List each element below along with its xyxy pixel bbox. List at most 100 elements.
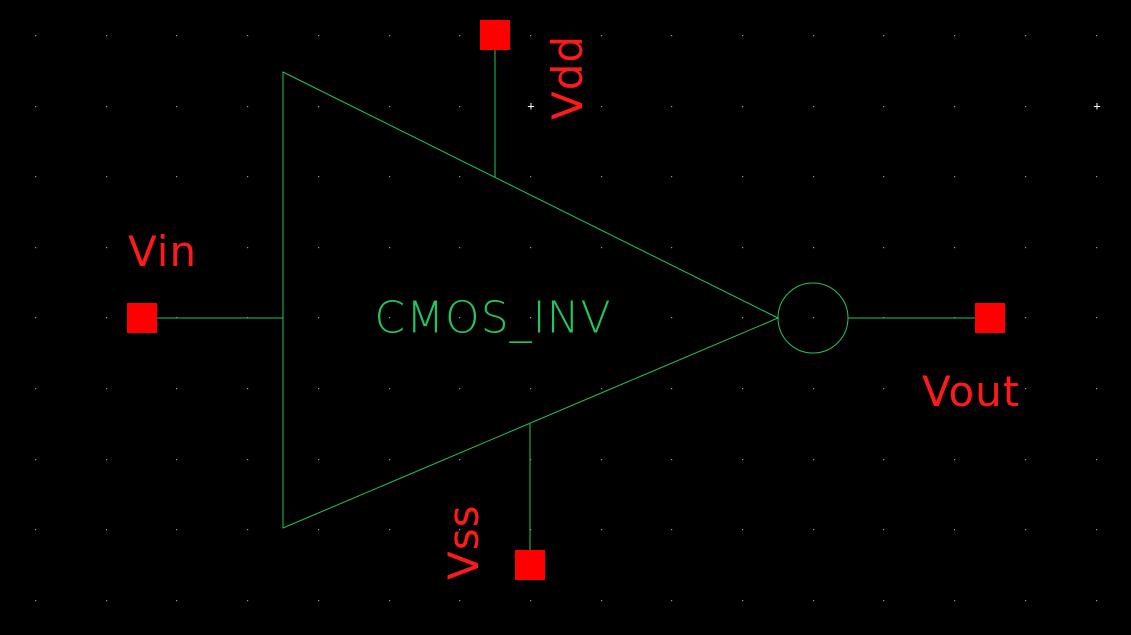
grid-dot <box>530 600 532 602</box>
grid-dot <box>318 247 320 249</box>
grid-dot <box>1025 317 1027 319</box>
grid-dot <box>954 459 956 461</box>
vdd-pin-label: Vdd <box>543 35 592 120</box>
grid-dot <box>671 529 673 531</box>
grid-dot <box>106 600 108 602</box>
grid-dot <box>954 176 956 178</box>
grid-dot <box>742 388 744 390</box>
grid-dot <box>176 600 178 602</box>
grid-dot <box>601 106 603 108</box>
grid-dot <box>883 529 885 531</box>
grid-dot <box>601 35 603 37</box>
vout-pin-label: Vout <box>922 367 1020 416</box>
grid-dot <box>671 35 673 37</box>
vout-pin[interactable] <box>975 303 1005 333</box>
grid-dot <box>1096 529 1098 531</box>
grid-dot <box>671 388 673 390</box>
grid-dot <box>318 459 320 461</box>
grid-dot <box>1096 106 1098 108</box>
grid-dot <box>459 529 461 531</box>
grid-dot <box>459 600 461 602</box>
grid-dot <box>389 247 391 249</box>
grid-dot <box>459 388 461 390</box>
grid-dot <box>318 317 320 319</box>
grid-dot <box>671 317 673 319</box>
grid-dot <box>601 388 603 390</box>
grid-dot <box>176 176 178 178</box>
grid-dot <box>813 317 815 319</box>
grid-dot <box>106 388 108 390</box>
grid-dot <box>318 600 320 602</box>
grid-dot <box>601 176 603 178</box>
grid-dot <box>176 106 178 108</box>
grid-dot <box>1025 35 1027 37</box>
grid-dot <box>176 247 178 249</box>
grid-dot <box>106 247 108 249</box>
grid-dot <box>671 600 673 602</box>
grid-dot <box>742 529 744 531</box>
grid-dot <box>35 35 37 37</box>
grid-dot <box>459 247 461 249</box>
vin-pin[interactable] <box>127 303 157 333</box>
grid-dot <box>1025 459 1027 461</box>
grid-dot <box>1096 176 1098 178</box>
grid-dot <box>671 459 673 461</box>
grid-dot <box>176 388 178 390</box>
grid-dot <box>813 600 815 602</box>
grid-dot <box>106 106 108 108</box>
grid-dot <box>883 247 885 249</box>
grid-dot <box>742 176 744 178</box>
grid-dot <box>813 388 815 390</box>
grid-dot <box>389 600 391 602</box>
grid-dot <box>742 247 744 249</box>
grid-dot <box>1025 106 1027 108</box>
grid-dot <box>954 106 956 108</box>
grid-dots <box>35 35 1098 602</box>
grid-dot <box>35 176 37 178</box>
grid-dot <box>883 35 885 37</box>
grid-dot <box>459 459 461 461</box>
grid-dot <box>459 176 461 178</box>
vss-pin[interactable] <box>515 550 545 580</box>
grid-dot <box>601 459 603 461</box>
grid-dot <box>176 529 178 531</box>
grid-dot <box>459 317 461 319</box>
inverter-symbol[interactable]: CMOS_INV <box>282 71 849 529</box>
vdd-pin[interactable] <box>480 20 510 50</box>
grid-dot <box>106 317 108 319</box>
grid-dot <box>601 317 603 319</box>
grid-dot <box>35 600 37 602</box>
grid-dot <box>35 529 37 531</box>
grid-dot <box>883 388 885 390</box>
grid-dot <box>247 35 249 37</box>
grid-dot <box>742 317 744 319</box>
grid-dot <box>530 247 532 249</box>
grid-dot <box>954 600 956 602</box>
grid-dot <box>247 388 249 390</box>
grid-dot <box>389 35 391 37</box>
grid-dot <box>530 317 532 319</box>
grid-dot <box>247 529 249 531</box>
grid-dot <box>1096 388 1098 390</box>
grid-dot <box>601 529 603 531</box>
grid-dot <box>530 529 532 531</box>
grid-dot <box>883 106 885 108</box>
grid-dot <box>247 106 249 108</box>
grid-dot <box>318 529 320 531</box>
grid-dot <box>954 247 956 249</box>
grid-dot <box>247 247 249 249</box>
grid-dot <box>318 176 320 178</box>
grid-dot <box>954 388 956 390</box>
grid-dot <box>1025 600 1027 602</box>
vss-pin-label: Vss <box>439 505 488 581</box>
grid-dot <box>671 176 673 178</box>
grid-dot <box>318 35 320 37</box>
grid-dot <box>389 459 391 461</box>
grid-dot <box>1096 459 1098 461</box>
grid-dot <box>1096 35 1098 37</box>
grid-dot <box>813 35 815 37</box>
grid-dot <box>35 106 37 108</box>
grid-dot <box>176 35 178 37</box>
grid-dot <box>742 600 744 602</box>
